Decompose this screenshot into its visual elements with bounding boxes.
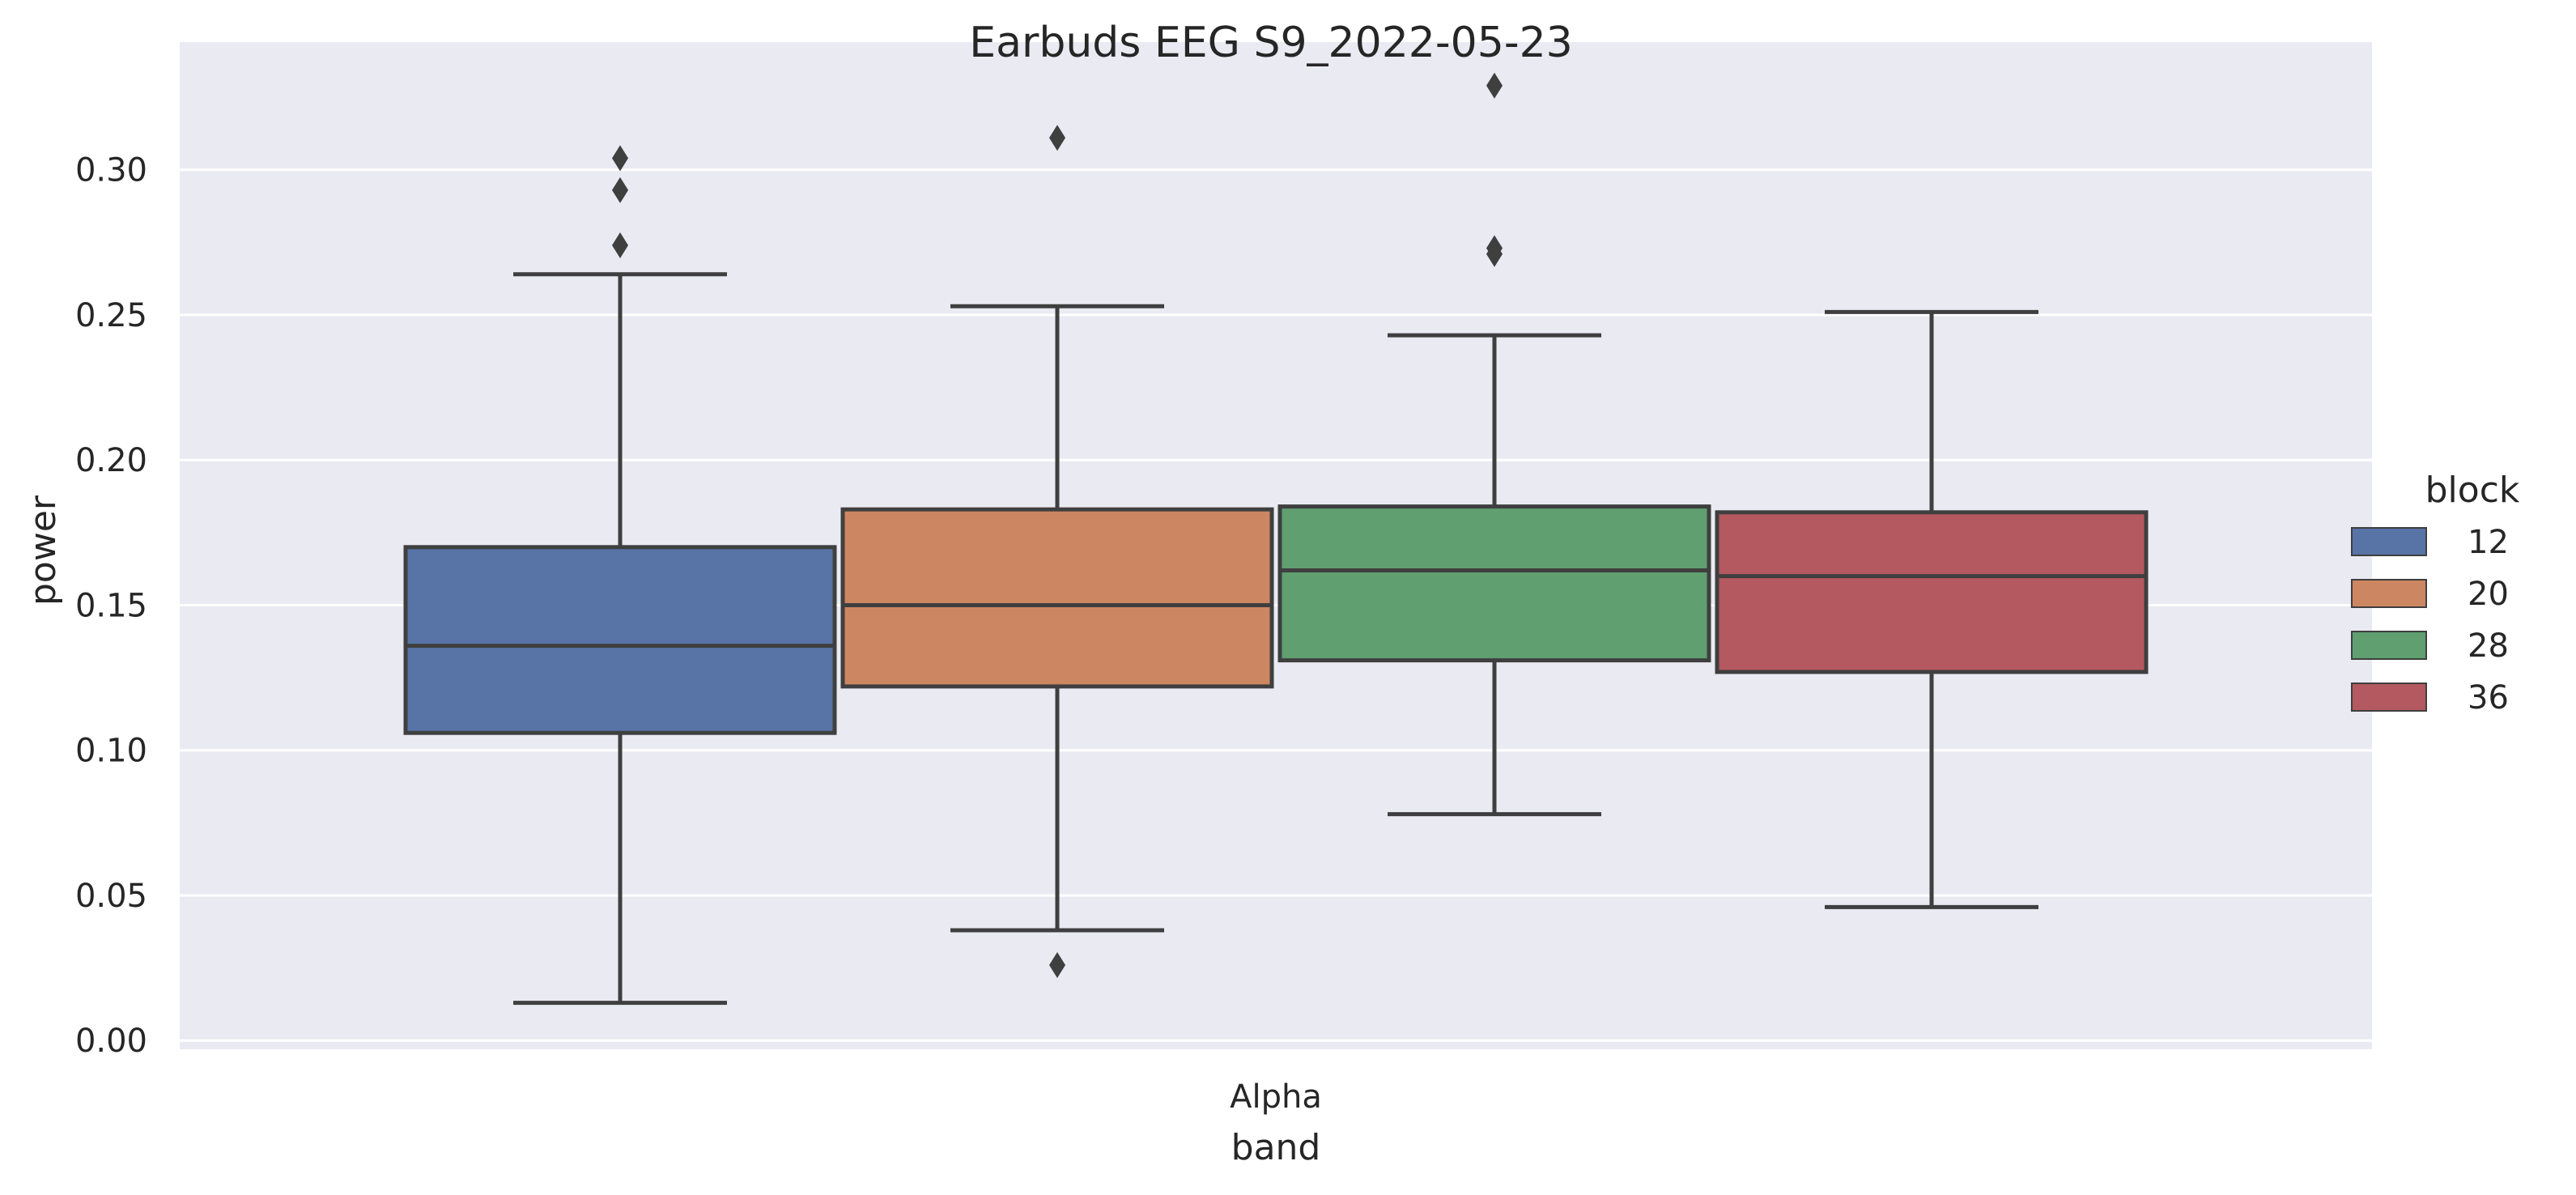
legend-label: 28	[2468, 627, 2509, 665]
outlier-point	[1049, 952, 1065, 979]
box-20	[840, 125, 1274, 979]
chart-title: Earbuds EEG S9_2022-05-23	[969, 19, 1573, 67]
iqr-box	[840, 507, 1274, 689]
outlier-point	[612, 145, 628, 172]
y-tick-label: 0.15	[75, 587, 147, 624]
legend-label: 20	[2468, 576, 2509, 613]
legend-swatch	[2351, 683, 2427, 712]
legend-item-28: 28	[2351, 627, 2509, 665]
y-tick-label: 0.10	[75, 733, 147, 770]
boxes	[403, 72, 2149, 1006]
box-36	[1715, 309, 2149, 909]
box-12	[403, 145, 837, 1006]
legend-swatch	[2351, 631, 2427, 660]
y-tick-label: 0.30	[75, 152, 147, 189]
y-tick-label: 0.05	[75, 878, 147, 915]
y-axis-ticks: 0.00 0.05 0.10 0.15 0.20 0.25 0.30	[75, 152, 147, 1061]
iqr-box	[403, 545, 837, 735]
iqr-box	[1277, 504, 1711, 663]
outlier-point	[612, 232, 628, 258]
x-axis-label: band	[1231, 1127, 1321, 1168]
y-tick-label: 0.25	[75, 297, 147, 334]
y-tick-label: 0.20	[75, 442, 147, 479]
legend-label: 36	[2468, 679, 2509, 717]
legend-title: block	[2425, 470, 2520, 511]
legend-item-20: 20	[2351, 576, 2509, 613]
x-tick-label: Alpha	[1230, 1078, 1322, 1116]
legend-item-36: 36	[2351, 679, 2509, 717]
outlier-point	[1486, 72, 1503, 99]
outlier-point	[612, 176, 628, 203]
y-tick-label: 0.00	[75, 1023, 147, 1060]
legend-label: 12	[2468, 524, 2509, 561]
box-28	[1277, 72, 1711, 817]
legend-swatch	[2351, 527, 2427, 556]
outlier-point	[1486, 235, 1503, 262]
outlier-point	[1049, 125, 1065, 151]
iqr-box	[1715, 510, 2149, 674]
legend: block 12 20 28 36	[2351, 470, 2520, 717]
legend-swatch	[2351, 579, 2427, 608]
y-axis-label: power	[23, 495, 64, 606]
legend-item-12: 12	[2351, 524, 2509, 561]
